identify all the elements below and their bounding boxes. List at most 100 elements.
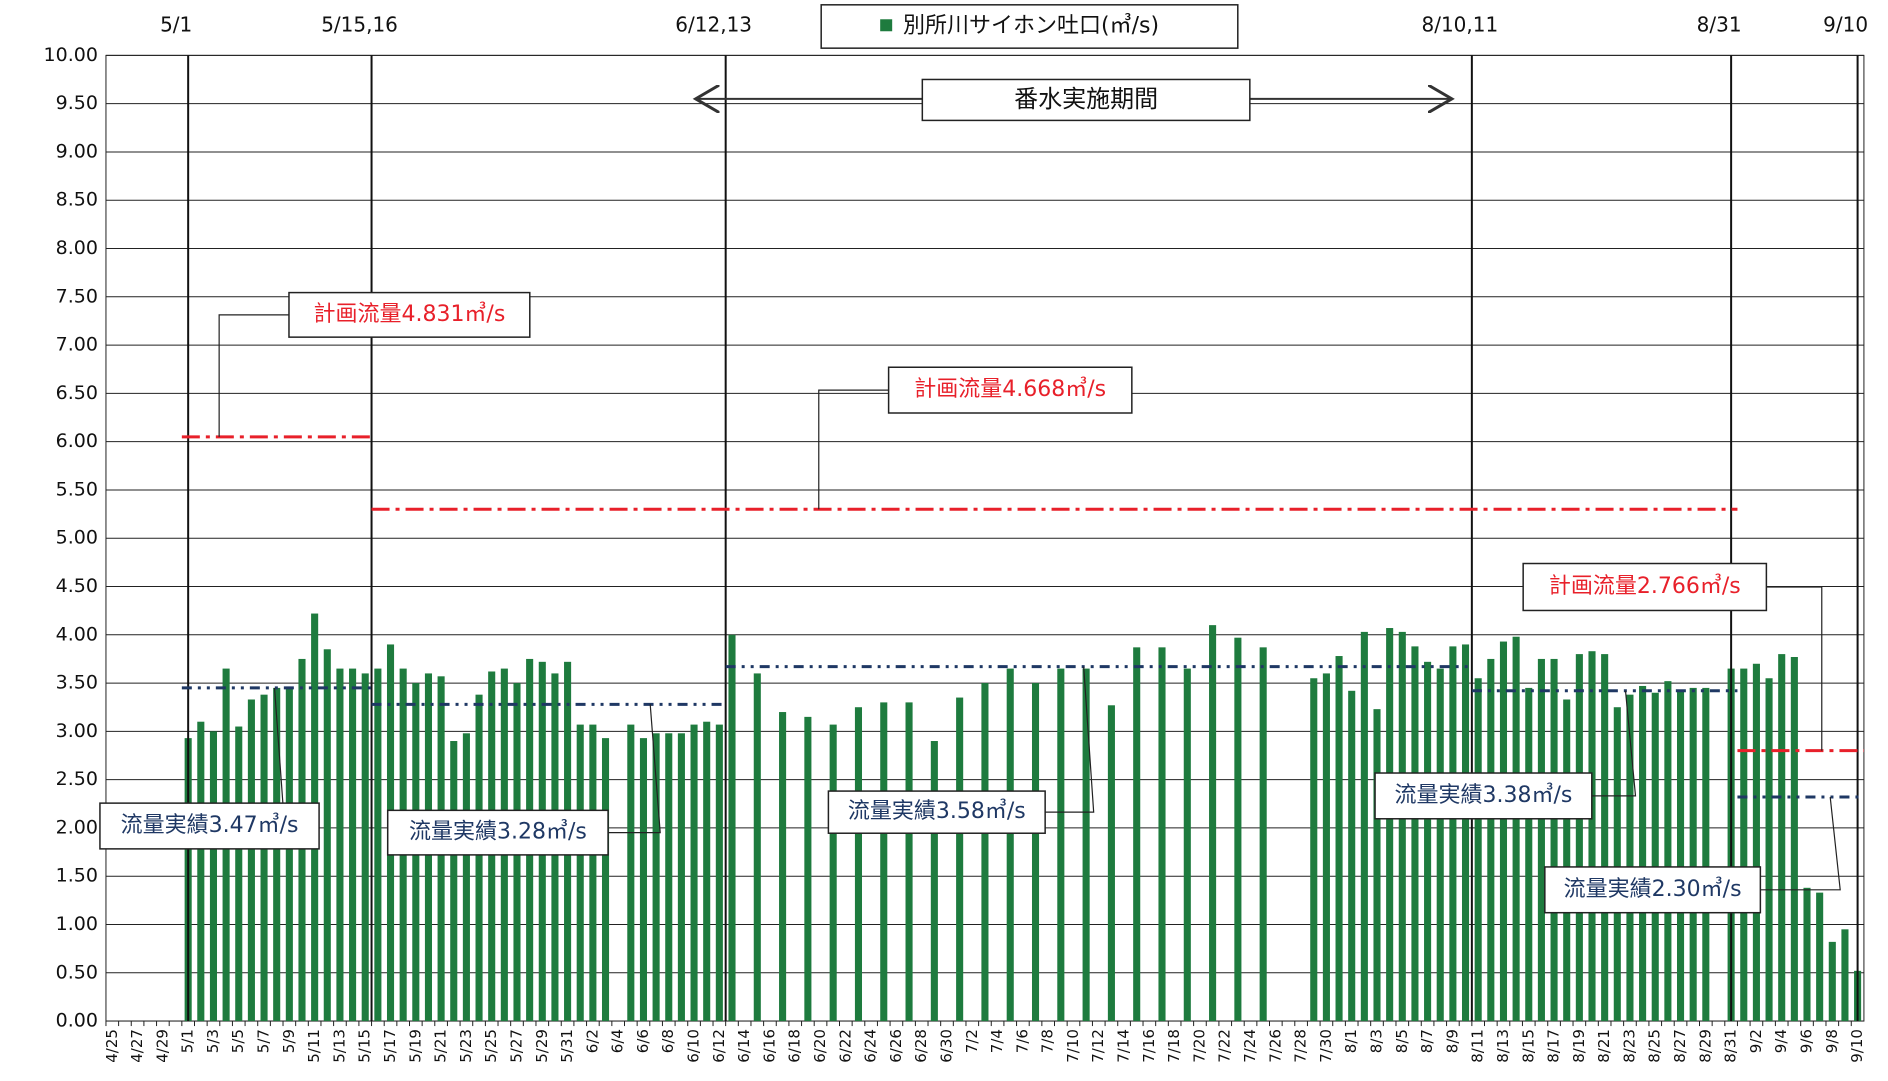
x-tick-label: 6/8 <box>659 1029 677 1053</box>
bar <box>1360 631 1368 1022</box>
y-tick-label: 10.00 <box>44 44 98 66</box>
y-tick-label: 8.00 <box>56 237 98 259</box>
bar <box>1082 668 1090 1022</box>
callout-leader <box>1766 586 1823 751</box>
bar <box>1499 641 1508 1022</box>
callout-box <box>1522 562 1768 612</box>
y-tick-label: 4.00 <box>56 623 98 645</box>
x-tick-label: 5/11 <box>305 1029 323 1063</box>
x-tick-label: 5/27 <box>507 1029 525 1063</box>
bar <box>601 738 610 1022</box>
bar <box>1348 690 1356 1022</box>
bar <box>956 697 964 1022</box>
x-tick-label: 7/8 <box>1039 1029 1057 1053</box>
bar <box>690 724 698 1022</box>
bar <box>336 668 344 1022</box>
bar <box>1057 668 1065 1022</box>
x-tick-label: 8/25 <box>1646 1029 1664 1063</box>
bar <box>1575 654 1583 1022</box>
callout-label: 流量実績3.47㎥/s <box>121 812 299 838</box>
bar <box>1588 651 1596 1022</box>
bar <box>1702 687 1710 1022</box>
bar <box>1689 687 1697 1022</box>
bar <box>349 668 357 1022</box>
bar <box>1563 699 1571 1022</box>
bar <box>728 634 736 1022</box>
bar <box>1424 661 1432 1022</box>
bar <box>1209 625 1217 1022</box>
bar <box>652 733 660 1022</box>
y-tick-label: 8.50 <box>56 189 98 211</box>
x-tick-label: 6/10 <box>685 1029 703 1063</box>
bar <box>273 687 281 1022</box>
x-tick-label: 6/16 <box>760 1029 778 1063</box>
bar <box>1676 690 1685 1022</box>
bar <box>197 721 205 1022</box>
x-tick-label: 5/23 <box>457 1029 475 1063</box>
y-tick-label: 0.50 <box>56 961 98 983</box>
y-tick-label: 6.00 <box>56 430 98 452</box>
x-tick-label: 7/30 <box>1317 1029 1335 1063</box>
x-tick-label: 6/28 <box>912 1029 930 1063</box>
bar <box>753 673 761 1022</box>
x-tick-label: 8/31 <box>1722 1029 1740 1063</box>
y-tick-label: 1.50 <box>56 865 98 887</box>
callout-leader <box>1591 690 1637 797</box>
bar <box>829 724 837 1022</box>
x-tick-label: 8/27 <box>1671 1029 1689 1063</box>
x-tick-label: 8/9 <box>1443 1029 1461 1053</box>
bar <box>1841 929 1849 1022</box>
x-tick-label: 7/28 <box>1292 1029 1310 1063</box>
bar <box>235 726 243 1022</box>
x-tick-label: 8/1 <box>1342 1029 1360 1053</box>
marker-label: 8/10,11 <box>1421 13 1498 37</box>
callout-box <box>288 291 531 338</box>
bar <box>627 724 635 1022</box>
bar <box>1386 628 1394 1022</box>
callout-label: 流量実績3.58㎥/s <box>848 798 1026 824</box>
bar <box>1639 685 1647 1022</box>
bar <box>1322 673 1330 1022</box>
x-tick-label: 7/14 <box>1115 1029 1133 1063</box>
bar <box>1183 668 1191 1022</box>
x-tick-label: 6/22 <box>836 1029 854 1063</box>
bar <box>1031 683 1040 1022</box>
x-tick-label: 9/10 <box>1848 1029 1866 1063</box>
callout-box <box>386 809 609 856</box>
period-label: 番水実施期間 <box>1014 85 1158 113</box>
bar <box>1373 709 1381 1022</box>
x-tick-label: 8/13 <box>1494 1029 1512 1063</box>
x-tick-label: 8/17 <box>1545 1029 1563 1063</box>
callout-leader <box>1760 796 1841 891</box>
callout-leader <box>1045 666 1095 813</box>
x-tick-label: 7/12 <box>1089 1029 1107 1063</box>
bar <box>1626 694 1634 1022</box>
marker-label: 9/10 <box>1823 13 1868 37</box>
x-tick-label: 7/6 <box>1013 1029 1031 1053</box>
bar <box>247 699 255 1022</box>
x-tick-label: 7/16 <box>1140 1029 1158 1063</box>
x-tick-label: 7/20 <box>1190 1029 1208 1063</box>
y-tick-label: 9.50 <box>56 92 98 114</box>
bar <box>1525 687 1533 1022</box>
y-tick-label: 1.00 <box>56 913 98 935</box>
x-tick-label: 5/15 <box>356 1029 374 1063</box>
bar <box>1828 941 1836 1022</box>
x-tick-label: 8/5 <box>1393 1029 1411 1053</box>
bar <box>905 702 913 1022</box>
x-tick-label: 6/12 <box>710 1029 728 1063</box>
x-tick-label: 9/4 <box>1772 1029 1790 1053</box>
bar <box>589 724 597 1022</box>
bar <box>1512 636 1520 1022</box>
x-tick-label: 5/19 <box>406 1029 424 1063</box>
bar <box>703 721 711 1022</box>
bar <box>1259 647 1267 1022</box>
callout-box <box>1544 866 1762 914</box>
y-tick-label: 3.00 <box>56 720 98 742</box>
callout-label: 流量実績3.28㎥/s <box>409 819 587 845</box>
bar <box>1613 707 1621 1022</box>
bar <box>1474 678 1482 1022</box>
legend-label: 別所川サイホン吐口(㎥/s) <box>903 12 1159 38</box>
x-tick-label: 7/22 <box>1216 1029 1234 1063</box>
bar <box>1752 663 1760 1022</box>
